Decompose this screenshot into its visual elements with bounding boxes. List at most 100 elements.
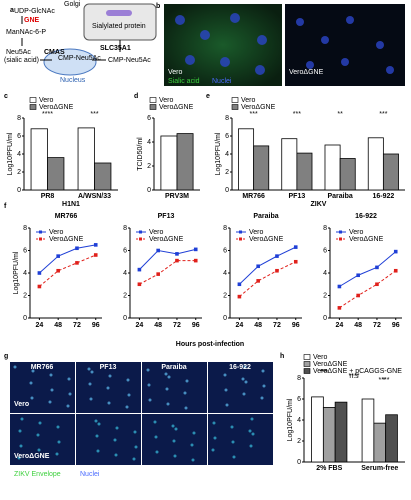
- y-tick-label: 6: [147, 115, 151, 122]
- legend-swatch: [303, 354, 311, 360]
- data-point: [75, 261, 79, 265]
- chart-title: Paraiba: [253, 213, 278, 220]
- legend-swatch: [29, 97, 37, 103]
- y-tick-label: 2: [223, 292, 227, 299]
- legend-label: Vero: [349, 229, 364, 236]
- bar: [47, 157, 65, 191]
- node-label: Neu5Ac: [6, 49, 31, 56]
- micrograph: [142, 362, 207, 413]
- x-tick-label: 96: [292, 322, 300, 329]
- micrograph: [285, 4, 405, 86]
- nuclei-dot: [48, 400, 52, 404]
- compartment-label: Nucleus: [60, 77, 86, 84]
- nuclei-dot: [29, 381, 33, 385]
- y-tick-label: 6: [123, 247, 127, 254]
- y-tick-label: 8: [323, 225, 327, 232]
- significance-label: ****: [379, 377, 390, 384]
- nuclei-dot: [132, 457, 136, 461]
- significance-label: *: [383, 377, 386, 384]
- y-axis-label: Log10PFU/ml: [215, 132, 222, 175]
- significance-label: ****: [42, 111, 53, 118]
- x-tick-label: Serum-free: [361, 465, 398, 472]
- nuclei-dot: [66, 404, 70, 408]
- y-tick-label: 4: [297, 417, 301, 424]
- node-label: CMP-Neu5Ac: [108, 57, 151, 64]
- data-point: [75, 246, 79, 251]
- y-tick-label: 2: [17, 169, 21, 176]
- bar: [238, 128, 255, 191]
- nuclei-dot: [171, 424, 175, 428]
- data-point: [293, 259, 298, 264]
- bar: [176, 133, 194, 191]
- stain-label: Nuclei: [212, 78, 232, 85]
- panel-letter: f: [4, 203, 7, 210]
- data-point: [156, 272, 160, 276]
- series-line: [339, 270, 397, 309]
- nuclei-dot: [241, 377, 245, 381]
- y-tick-label: 2: [297, 438, 301, 445]
- image-label: VeroΔGNE: [289, 69, 324, 76]
- data-point: [293, 245, 298, 249]
- y-axis-label: Log10PFU/ml: [13, 251, 20, 294]
- nuclei-dot: [30, 396, 34, 400]
- enzyme-label: CMAS: [44, 49, 65, 56]
- legend-swatch: [231, 97, 239, 103]
- nuclei-dot: [212, 421, 216, 425]
- significance-label: ***: [320, 369, 328, 376]
- significance-label: n.s: [349, 373, 359, 380]
- y-tick-label: 8: [223, 225, 227, 232]
- legend-label: VeroΔGNE: [313, 361, 348, 368]
- x-tick-label: 72: [273, 322, 281, 329]
- node-label: Sialylated protein: [92, 23, 146, 30]
- legend-label: Vero: [241, 97, 256, 104]
- panel-letter: b: [156, 3, 160, 10]
- nuclei-dot: [174, 427, 178, 431]
- legend-swatch: [149, 104, 157, 110]
- x-tick-label: 48: [54, 322, 62, 329]
- nuclei-dot: [108, 374, 112, 378]
- column-label: PF13: [100, 364, 117, 371]
- compartment-label: Golgi: [64, 1, 81, 8]
- legend-label: VeroΔGNE: [249, 236, 284, 243]
- nuclei-dot: [90, 370, 94, 374]
- significance-label: ***: [250, 111, 258, 118]
- bar: [324, 144, 341, 191]
- y-axis-label: TCID50/ml: [137, 137, 144, 171]
- y-axis-label: Log10PFU/ml: [287, 398, 294, 441]
- legend-swatch: [303, 368, 311, 374]
- nuclei-dot: [67, 377, 71, 381]
- nuclei-dot: [153, 420, 157, 424]
- y-tick-label: 4: [123, 270, 127, 277]
- node-label: UDP-GlcNAc: [14, 8, 55, 15]
- chart-title: 16-922: [355, 213, 377, 220]
- y-tick-label: 0: [23, 315, 27, 322]
- y-tick-label: 2: [323, 292, 327, 299]
- y-tick-label: 6: [17, 133, 21, 140]
- panel-letter: d: [134, 93, 138, 100]
- nuclei-dot: [190, 443, 194, 447]
- legend-label: VeroΔGNE: [49, 236, 84, 243]
- legend-label: VeroΔGNE + pCAGGS-GNE: [313, 368, 402, 375]
- y-tick-label: 0: [323, 315, 327, 322]
- bar: [160, 135, 178, 191]
- micrograph-g: g MR766 PF13 Paraiba 16-922 Vero VeroΔGNE ZIKV…: [4, 353, 273, 478]
- nuclei-dot: [114, 453, 118, 457]
- x-tick-label: 72: [373, 322, 381, 329]
- nuclei-dot: [134, 445, 138, 449]
- legend-label: VeroΔGNE: [241, 104, 276, 111]
- nuclei-dot: [232, 455, 236, 459]
- legend-label: Vero: [313, 354, 328, 361]
- nuclei-dot: [37, 448, 41, 452]
- nuclei-dot: [167, 375, 171, 379]
- nuclei-dot: [96, 449, 100, 453]
- significance-label: **: [321, 369, 327, 376]
- x-tick-label: 48: [154, 322, 162, 329]
- nuclei-dot: [248, 429, 252, 433]
- series-line: [239, 246, 296, 285]
- nuclei-dot: [154, 435, 158, 439]
- y-tick-label: 0: [123, 315, 127, 322]
- nuclei-dot: [230, 425, 234, 429]
- x-tick-label: 96: [92, 322, 100, 329]
- image-label: Vero: [168, 69, 183, 76]
- nuclei-dot: [50, 388, 54, 392]
